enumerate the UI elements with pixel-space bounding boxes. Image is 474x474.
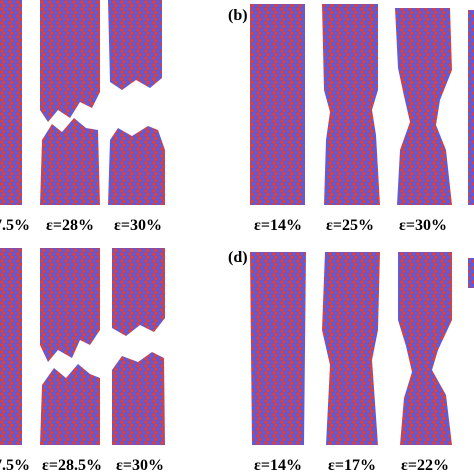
caption: ε=14% [254,217,302,234]
panel-label: (d) [228,249,248,266]
caption: 7.5% [0,457,30,474]
caption: ε=28% [46,217,94,234]
caption: ε=30% [399,217,447,234]
caption: ε=25% [326,217,374,234]
caption: ε=28.5% [42,457,102,474]
caption: ε=30% [114,217,162,234]
caption: ε=14% [254,457,302,474]
caption: ε=22% [401,457,449,474]
caption: ε=17% [328,457,376,474]
atom-strips [0,0,474,445]
panel-label: (b) [228,7,248,24]
caption: ε=30% [116,457,164,474]
caption: 7.5% [0,217,30,234]
